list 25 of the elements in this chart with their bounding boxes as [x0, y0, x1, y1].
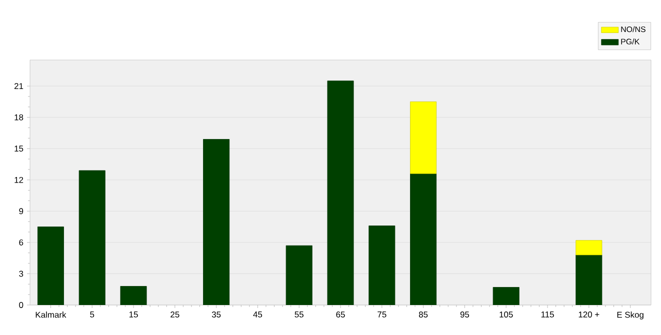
x-tick-label: 35: [212, 312, 221, 318]
x-tick-label: 65: [336, 312, 345, 318]
x-tick-label: Kalmark: [36, 312, 66, 318]
x-tick-label: 120 +: [578, 312, 600, 318]
x-tick-label: 115: [541, 312, 554, 318]
y-tick-label: 18: [14, 114, 24, 120]
x-tick-label: 95: [460, 312, 470, 318]
y-tick-label: 9: [19, 208, 24, 214]
x-tick-label: 105: [500, 312, 513, 318]
x-tick-label: 15: [129, 312, 138, 318]
x-tick-label: E Skog: [617, 312, 644, 320]
x-tick-label: 25: [170, 312, 180, 318]
y-tick-label: 6: [19, 239, 24, 246]
x-tick-label: 75: [378, 312, 386, 318]
x-tick-label: 5: [90, 312, 94, 318]
x-tick-label: 45: [253, 312, 262, 318]
y-tick-label: 15: [14, 146, 24, 152]
bar: [410, 102, 437, 174]
y-tick-label: 0: [19, 302, 24, 308]
y-tick-label: 21: [14, 83, 24, 90]
y-tick-label: 12: [14, 176, 24, 183]
x-tick-label: 85: [418, 312, 428, 318]
x-tick-label: 55: [294, 312, 304, 318]
bar: [576, 240, 602, 256]
y-tick-label: 3: [19, 270, 24, 277]
